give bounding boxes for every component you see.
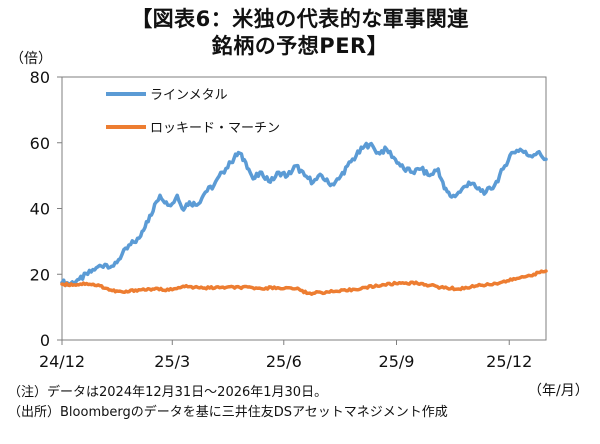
y-tick-label: 0 (40, 331, 50, 350)
y-axis-unit: （倍） (10, 51, 52, 67)
chart-title-line1: 【図表6：米独の代表的な軍事関連 (131, 7, 469, 31)
x-axis-unit: （年/月） (528, 383, 589, 399)
series-line-rheinmetall (60, 141, 548, 288)
x-tick-label: 25/9 (379, 352, 415, 371)
x-tick-label: 24/12 (39, 352, 85, 371)
legend-label: ロッキード・マーチン (150, 121, 280, 136)
y-tick-label: 40 (30, 200, 50, 219)
series-line-lockheed-martin (60, 269, 548, 296)
x-tick-label: 25/12 (486, 352, 532, 371)
y-tick-label: 80 (30, 68, 50, 87)
legend-label: ラインメタル (150, 88, 228, 103)
x-tick-label: 25/6 (266, 352, 302, 371)
y-tick-label: 20 (30, 265, 50, 284)
x-tick-label: 25/3 (154, 352, 190, 371)
footnote-note: （注）データは2024年12月31日～2026年1月30日。 (8, 385, 328, 400)
chart-title-line2: 銘柄の予想PER】 (211, 34, 389, 58)
y-tick-label: 60 (30, 134, 50, 153)
plot-frame (61, 76, 547, 341)
footnote-source: （出所）Bloombergのデータを基に三井住友DSアセットマネジメント作成 (8, 405, 448, 420)
